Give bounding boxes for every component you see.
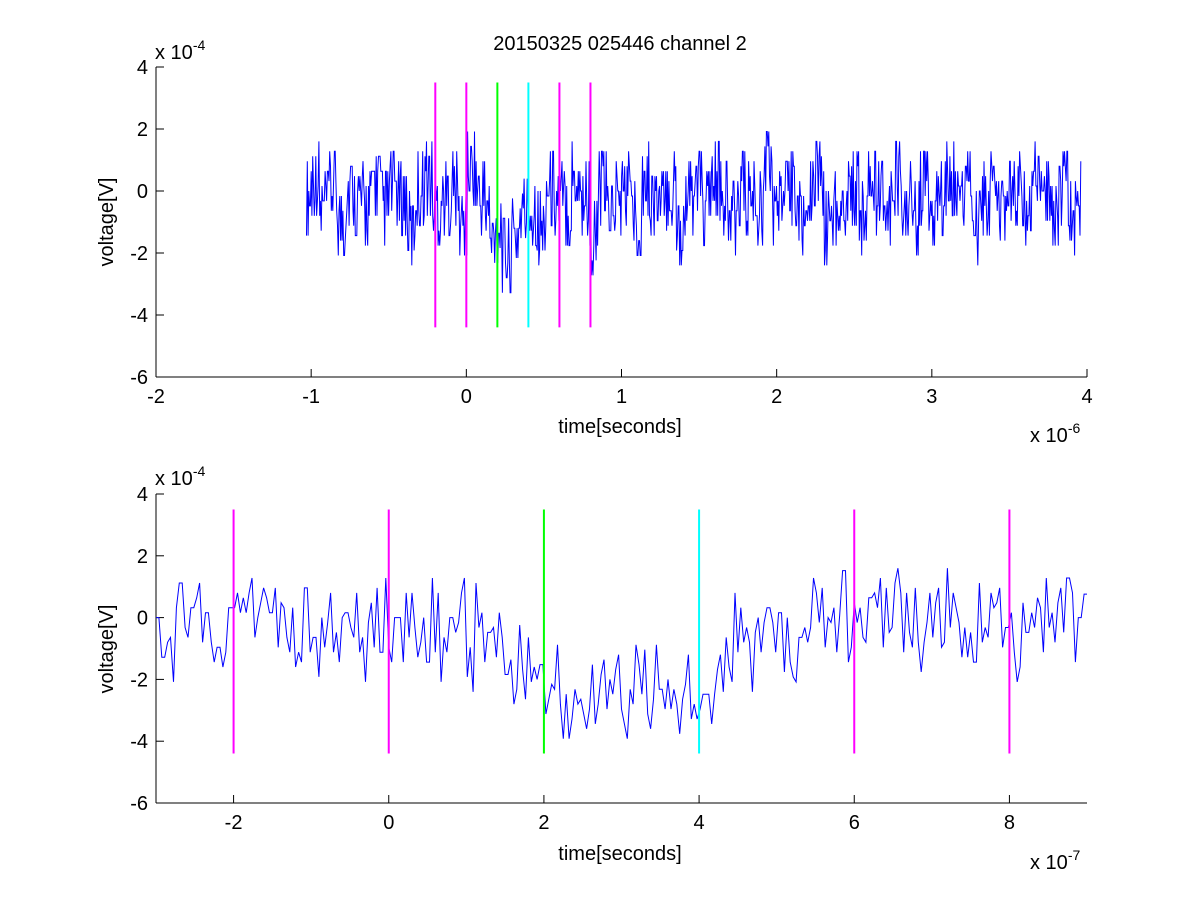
x-tick-label-top: -2 — [147, 386, 165, 408]
x-tick-label-top: 0 — [461, 386, 472, 408]
x-axis-label-top: time[seconds] — [558, 416, 681, 438]
x-axis-label-bottom: time[seconds] — [558, 843, 681, 865]
x-exponent-label-top: x 10-6 — [1030, 420, 1080, 447]
subplot-top: -2 -1 0 1 2 3 4 -6 -4 -2 0 2 4 time[seconds] voltage… — [96, 37, 1093, 447]
signal-trace-bottom — [156, 568, 1087, 739]
x-tick-label-bottom: 2 — [538, 812, 549, 834]
y-tick-label-top: -6 — [130, 367, 148, 389]
subplot-bottom: -2 0 2 4 6 8 -6 -4 -2 0 2 4 time[seconds] voltage[V… — [96, 463, 1087, 874]
y-exponent-label-top: x 10-4 — [155, 37, 205, 64]
x-tick-label-top: 4 — [1081, 386, 1092, 408]
x-tick-label-bottom: 8 — [1004, 812, 1015, 834]
y-tick-label-bottom: 0 — [137, 608, 148, 630]
y-tick-label-top: 2 — [137, 119, 148, 141]
x-tick-label-top: 2 — [771, 386, 782, 408]
y-tick-label-top: -2 — [130, 243, 148, 265]
plot-area-top: -2 -1 0 1 2 3 4 -6 -4 -2 0 2 4 — [130, 57, 1092, 408]
y-tick-label-bottom: 2 — [137, 546, 148, 568]
x-tick-label-top: 1 — [616, 386, 627, 408]
y-tick-label-bottom: -4 — [130, 731, 148, 753]
x-tick-label-top: -1 — [302, 386, 320, 408]
y-tick-label-bottom: -2 — [130, 669, 148, 691]
y-tick-label-top: -4 — [130, 305, 148, 327]
y-tick-label-top: 0 — [137, 181, 148, 203]
plot-area-bottom: -2 0 2 4 6 8 -6 -4 -2 0 2 4 — [130, 484, 1087, 834]
x-tick-label-top: 3 — [926, 386, 937, 408]
x-tick-label-bottom: 6 — [849, 812, 860, 834]
x-tick-label-bottom: 4 — [694, 812, 705, 834]
x-exponent-label-bottom: x 10-7 — [1030, 847, 1080, 874]
x-tick-label-bottom: 0 — [383, 812, 394, 834]
y-tick-label-bottom: 4 — [137, 484, 148, 506]
x-tick-label-bottom: -2 — [225, 812, 243, 834]
y-axis-label-bottom: voltage[V] — [96, 605, 118, 694]
y-tick-label-top: 4 — [137, 57, 148, 79]
y-tick-label-bottom: -6 — [130, 793, 148, 815]
y-axis-label-top: voltage[V] — [96, 178, 118, 267]
figure-title: 20150325 025446 channel 2 — [493, 33, 747, 55]
y-exponent-label-bottom: x 10-4 — [155, 463, 205, 490]
